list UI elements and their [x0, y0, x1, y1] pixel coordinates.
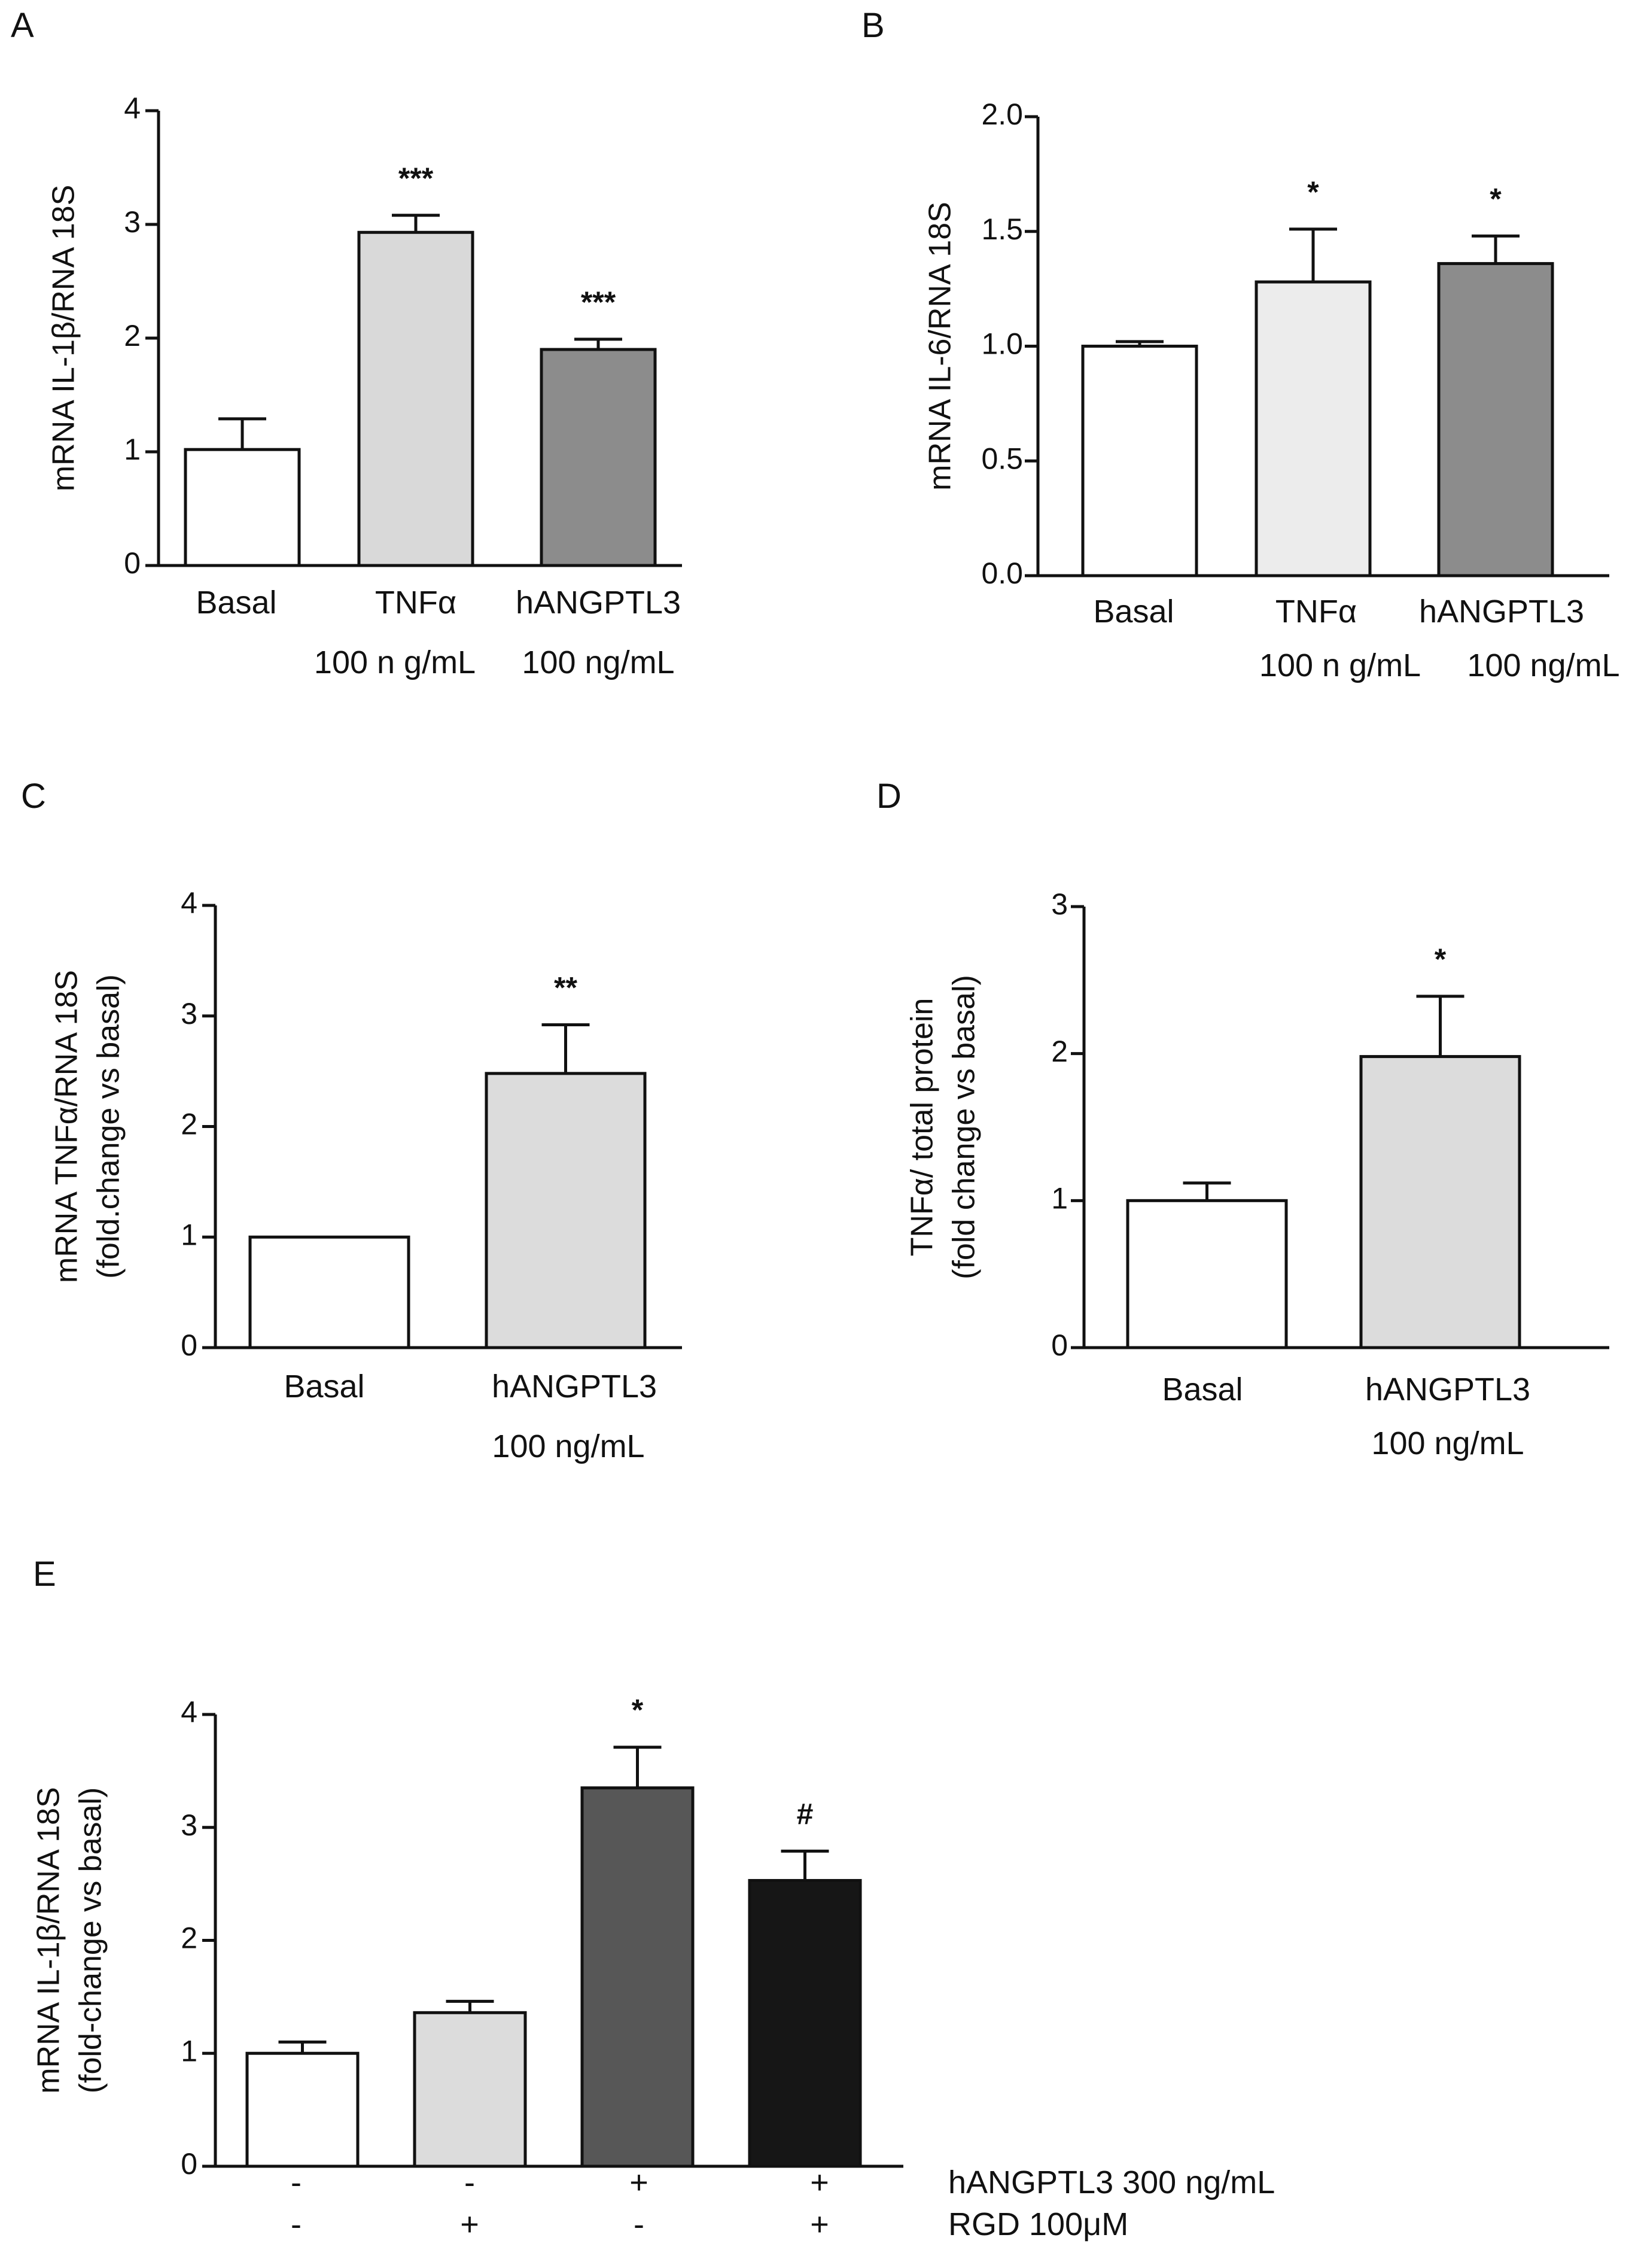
bar-0 — [1081, 345, 1198, 577]
significance-label: * — [1490, 182, 1502, 215]
y-axis-label-secondary: (fold.change vs basal) — [92, 974, 126, 1279]
bar-2 — [1437, 262, 1554, 577]
category-sublabel: 100 ng/mL — [522, 644, 674, 680]
panel-label: E — [33, 1555, 56, 1594]
category-label: hANGPTL3 — [516, 585, 681, 621]
panel-d: D TNFα/ total protein (fold change vs basa… — [876, 777, 1609, 1461]
bar-0 — [1126, 1199, 1288, 1349]
panel-label: B — [861, 6, 885, 45]
category-sublabel: 100 ng/mL — [492, 1428, 644, 1464]
bar-0 — [245, 2051, 360, 2168]
y-tick-label: 3 — [181, 997, 197, 1030]
category-label: hANGPTL3 — [1419, 594, 1584, 630]
bar-1 — [357, 230, 474, 567]
condition-sign: - — [291, 2164, 302, 2200]
y-tick-label: 4 — [181, 886, 197, 920]
y-axis-label-secondary: (fold-change vs basal) — [74, 1787, 108, 2094]
y-tick-label: 3 — [1051, 887, 1068, 921]
y-tick-label: 1 — [124, 433, 141, 466]
y-tick-label: 2 — [181, 1108, 197, 1141]
y-tick-label: 1 — [1051, 1182, 1068, 1215]
category-label: Basal — [284, 1369, 364, 1404]
category-sublabel: 100 ng/mL — [1467, 647, 1619, 683]
bar-1 — [413, 2011, 527, 2168]
category-label: hANGPTL3 — [492, 1369, 657, 1404]
category-sublabel: 100 ng/mL — [1371, 1425, 1524, 1461]
y-tick-label: 2 — [181, 1922, 197, 1955]
y-axis-label: TNFα/ total protein — [905, 998, 940, 1257]
y-axis-label: mRNA TNFα/RNA 18S — [50, 970, 84, 1283]
category-label: Basal — [1093, 594, 1174, 630]
condition-sign: - — [464, 2164, 475, 2200]
y-tick-label: 0 — [1051, 1328, 1068, 1362]
y-tick-label: 2.0 — [981, 98, 1023, 131]
y-tick-label: 2 — [124, 319, 141, 352]
bar-2 — [540, 348, 657, 567]
bar-0 — [184, 448, 301, 567]
bar-0 — [248, 1235, 410, 1349]
bar-1 — [1255, 280, 1372, 577]
bar-2 — [580, 1786, 695, 2168]
y-tick-label: 1.0 — [981, 327, 1023, 361]
y-tick-label: 2 — [1051, 1035, 1068, 1068]
significance-label: # — [797, 1797, 814, 1831]
significance-label: *** — [581, 285, 616, 319]
y-tick-label: 1 — [181, 2034, 197, 2068]
y-axis-label-secondary: (fold change vs basal) — [947, 975, 982, 1279]
category-label: TNFα — [1275, 594, 1357, 630]
y-tick-label: 0.0 — [981, 557, 1023, 590]
category-label: Basal — [1162, 1372, 1243, 1407]
bar-1 — [485, 1072, 647, 1349]
condition-sign: + — [460, 2206, 479, 2242]
y-tick-label: 4 — [181, 1695, 197, 1729]
category-label: Basal — [196, 585, 276, 621]
category-label: TNFα — [375, 585, 456, 621]
panel-label: D — [876, 777, 902, 816]
significance-label: ** — [554, 971, 577, 1005]
bar-3 — [748, 1878, 862, 2168]
y-tick-label: 3 — [181, 1808, 197, 1842]
condition-sign: + — [629, 2164, 648, 2200]
y-tick-label: 4 — [124, 92, 141, 125]
panel-label: A — [11, 6, 34, 45]
bar-1 — [1359, 1055, 1521, 1349]
y-tick-label: 0 — [181, 2147, 197, 2181]
panel-label: C — [21, 777, 46, 816]
y-axis-label: mRNA IL-6/RNA 18S — [923, 202, 958, 491]
condition-sign: - — [291, 2206, 302, 2242]
y-tick-label: 3 — [124, 205, 141, 239]
y-tick-label: 0 — [124, 546, 141, 580]
category-label: hANGPTL3 — [1365, 1372, 1530, 1407]
y-tick-label: 1 — [181, 1218, 197, 1251]
category-sublabel: 100 n g/mL — [1259, 647, 1421, 683]
condition-sign: + — [810, 2164, 829, 2200]
condition-sign: + — [810, 2206, 829, 2242]
significance-label: * — [632, 1694, 644, 1727]
condition-sign: - — [634, 2206, 644, 2242]
condition-label: hANGPTL3 300 ng/mL — [948, 2164, 1275, 2200]
condition-label: RGD 100μM — [948, 2206, 1128, 2242]
significance-label: * — [1435, 943, 1447, 976]
significance-label: * — [1307, 175, 1319, 209]
y-tick-label: 0.5 — [981, 442, 1023, 475]
significance-label: *** — [398, 162, 434, 195]
y-tick-label: 0 — [181, 1328, 197, 1362]
y-axis-label: mRNA IL-1β/RNA 18S — [32, 1787, 66, 2094]
y-axis-label: mRNA IL-1β/RNA 18S — [47, 185, 81, 492]
y-tick-label: 1.5 — [981, 212, 1023, 246]
category-sublabel: 100 n g/mL — [314, 644, 476, 680]
